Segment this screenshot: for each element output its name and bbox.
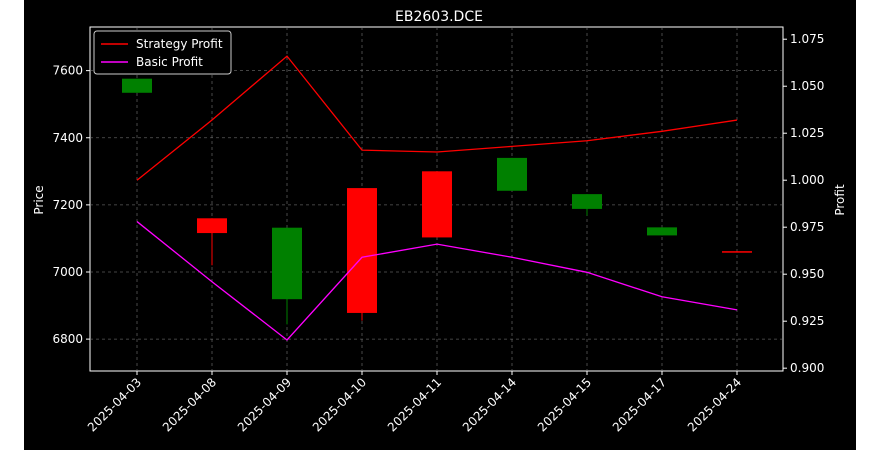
candle-body [497, 157, 527, 191]
basic-profit-line [136, 221, 738, 341]
y2-axis-label: Profit [833, 184, 847, 216]
candle-body [272, 227, 302, 300]
y-tick-label: 7600 [52, 64, 83, 78]
candle-body [422, 171, 452, 238]
chart-title: EB2603.DCE [395, 9, 483, 25]
candle-body [122, 78, 152, 93]
legend-box [93, 30, 232, 75]
candle-body [347, 188, 377, 313]
profit-lines [136, 55, 738, 341]
y2-tick-label: 1.050 [790, 79, 824, 93]
candle-body [197, 218, 227, 234]
candle-body [647, 227, 677, 236]
y2-tick-label: 1.075 [790, 32, 824, 46]
y2-tick-label: 0.900 [790, 361, 824, 375]
y-axis-label: Price [32, 185, 46, 214]
candle-body [572, 194, 602, 209]
candlestick-series [122, 78, 752, 325]
y-tick-label: 6800 [52, 332, 83, 346]
candle-body [722, 251, 752, 253]
legend: Strategy Profit Basic Profit [93, 30, 232, 75]
y-tick-label: 7400 [52, 131, 83, 145]
legend-label-basic: Basic Profit [136, 55, 203, 69]
y2-tick-label: 0.950 [790, 267, 824, 281]
y2-tick-label: 1.025 [790, 126, 824, 140]
y2-tick-label: 0.975 [790, 220, 824, 234]
y2-tick-label: 0.925 [790, 314, 824, 328]
y-tick-label: 7000 [52, 265, 83, 279]
strategy-profit-line [136, 55, 738, 181]
y-tick-label: 7200 [52, 198, 83, 212]
y2-tick-label: 1.000 [790, 173, 824, 187]
y-axis-right: 0.900 0.925 0.950 0.975 1.000 1.025 1.050 1.075 [783, 32, 824, 375]
legend-label-strategy: Strategy Profit [136, 37, 223, 51]
y-axis-left: 6800 7000 7200 7400 7600 [52, 64, 90, 346]
